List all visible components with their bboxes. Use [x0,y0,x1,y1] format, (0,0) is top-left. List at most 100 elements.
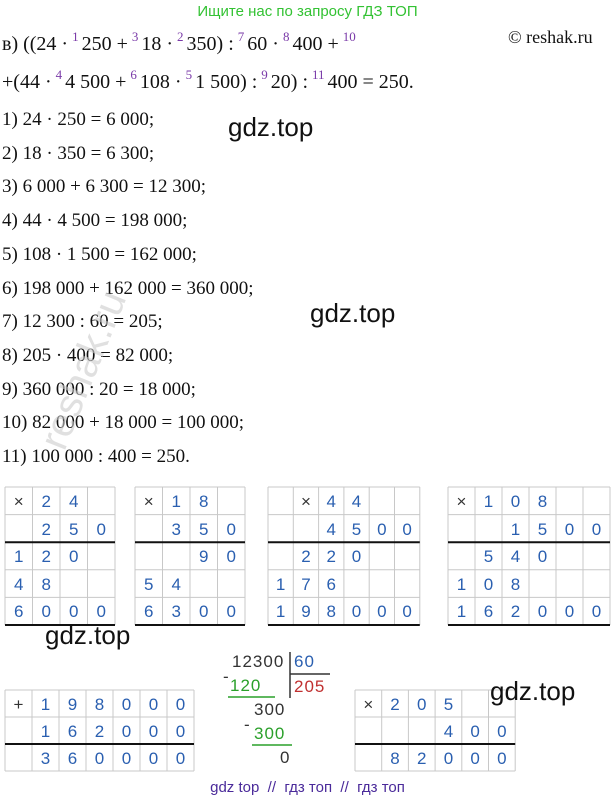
digit: 2 [417,749,427,768]
division-divisor: 60 [294,652,315,671]
digit: 1 [171,492,181,511]
digit: 4 [69,492,79,511]
digit: × [143,492,154,511]
digit: 0 [121,749,132,768]
watermark: gdz.top [310,298,396,328]
digit: 4 [326,492,336,511]
digit: 0 [94,749,105,768]
watermark: gdz.top [45,620,131,650]
digit: 8 [199,492,209,511]
digit: 8 [390,749,400,768]
digit: × [300,492,311,511]
digit: 0 [96,602,106,622]
digit: 0 [148,695,159,714]
digit: 0 [96,519,106,539]
digit: 0 [121,695,132,714]
digit: 0 [402,602,412,622]
division-dividend: 12300 [232,652,285,671]
expression-line: +(44 · 4 4 500 +6 108 · 5 1 500) :9 20) : 11 400… [2,68,418,92]
digit: 0 [148,722,159,741]
step: 6) 198 000 + 162 000 = 360 000; [2,277,254,299]
expression-text: 350) : [186,33,234,55]
step-number: 9 [261,67,268,82]
digit: 0 [226,547,236,567]
digit: 5 [69,519,79,539]
footer: gdz top // гдз топ // гдз топ [210,779,405,796]
expression-text: +(44 · [2,71,52,93]
digit: 7 [301,574,311,594]
watermark: gdz.top [228,112,314,142]
digit: 0 [175,722,186,741]
digit: 3 [171,602,181,622]
digit: 6 [67,722,78,741]
digit: 0 [591,602,602,622]
digit: 2 [510,602,521,622]
digit: 1 [40,695,51,714]
digit: 0 [175,695,186,714]
digit: 0 [417,695,427,714]
step-number: 7 [237,29,245,44]
digit: 1 [14,547,24,567]
digit: 0 [537,602,548,622]
digit: 2 [301,547,311,567]
digit: 0 [351,602,362,622]
expression-text: 4 500 + [65,71,127,93]
digit: 6 [14,602,24,622]
step-number: 10 [342,29,356,44]
digit: 4 [326,519,336,539]
digit: 0 [69,602,79,622]
step: 9) 360 000 : 20 = 18 000; [2,378,196,400]
digit: 0 [121,722,132,741]
division-sub1: 120 [230,676,262,695]
digit: 8 [326,602,336,622]
step: 7) 12 300 : 60 = 205; [2,311,163,333]
digit: 0 [497,749,507,768]
digit: 0 [351,547,362,567]
digit: 0 [537,547,548,567]
digit: 3 [171,519,181,539]
digit: 6 [67,749,78,768]
digit: 2 [94,722,105,741]
digit: 1 [40,722,51,741]
digit: 5 [351,519,362,539]
digit: 0 [443,749,454,768]
digit: 5 [443,695,454,714]
expression-text: 60 · [247,33,279,55]
copyright: © reshak.ru [508,27,593,47]
step: 11) 100 000 : 400 = 250. [2,446,190,467]
digit: 6 [144,602,154,622]
expression-text: 108 · [139,71,182,93]
digit: 1 [275,602,286,622]
digit: 0 [591,519,602,539]
digit: 8 [94,695,105,714]
digit: 0 [470,722,480,741]
digit: 0 [377,519,387,539]
digit: 1 [510,519,521,539]
digit: 6 [326,574,336,594]
step: 2) 18 · 350 = 6 300; [2,142,155,164]
digit: 0 [377,602,387,622]
digit: 8 [510,574,521,594]
digit: 0 [510,492,521,511]
banner: Ищите нас по запросу ГДЗ ТОП [197,3,418,20]
digit: 4 [443,722,454,741]
digit: 2 [41,492,51,511]
digit: 8 [537,492,548,511]
digit: 1 [483,492,494,511]
step: 8) 205 · 400 = 82 000; [2,344,174,366]
step: 3) 6 000 + 6 300 = 12 300; [2,176,207,198]
expression-text: 400 + [292,33,339,55]
digit: 9 [199,547,209,567]
step: 4) 44 · 4 500 = 198 000; [2,210,188,232]
digit: 4 [14,574,24,594]
digit: 0 [148,749,159,768]
expression-text: 1 500) : [195,71,258,93]
digit: 8 [41,574,51,594]
digit: 0 [564,519,575,539]
digit: 2 [41,547,51,567]
step-number: 2 [177,29,184,44]
digit: 3 [40,749,51,768]
digit: 2 [390,695,400,714]
step-number: 11 [312,67,325,82]
expression-text: 250 + [81,33,128,55]
